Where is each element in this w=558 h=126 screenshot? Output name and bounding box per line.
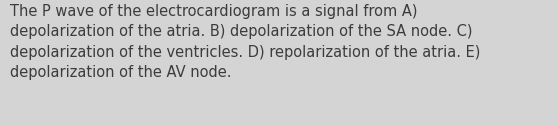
Text: The P wave of the electrocardiogram is a signal from A)
depolarization of the at: The P wave of the electrocardiogram is a…: [10, 4, 480, 80]
